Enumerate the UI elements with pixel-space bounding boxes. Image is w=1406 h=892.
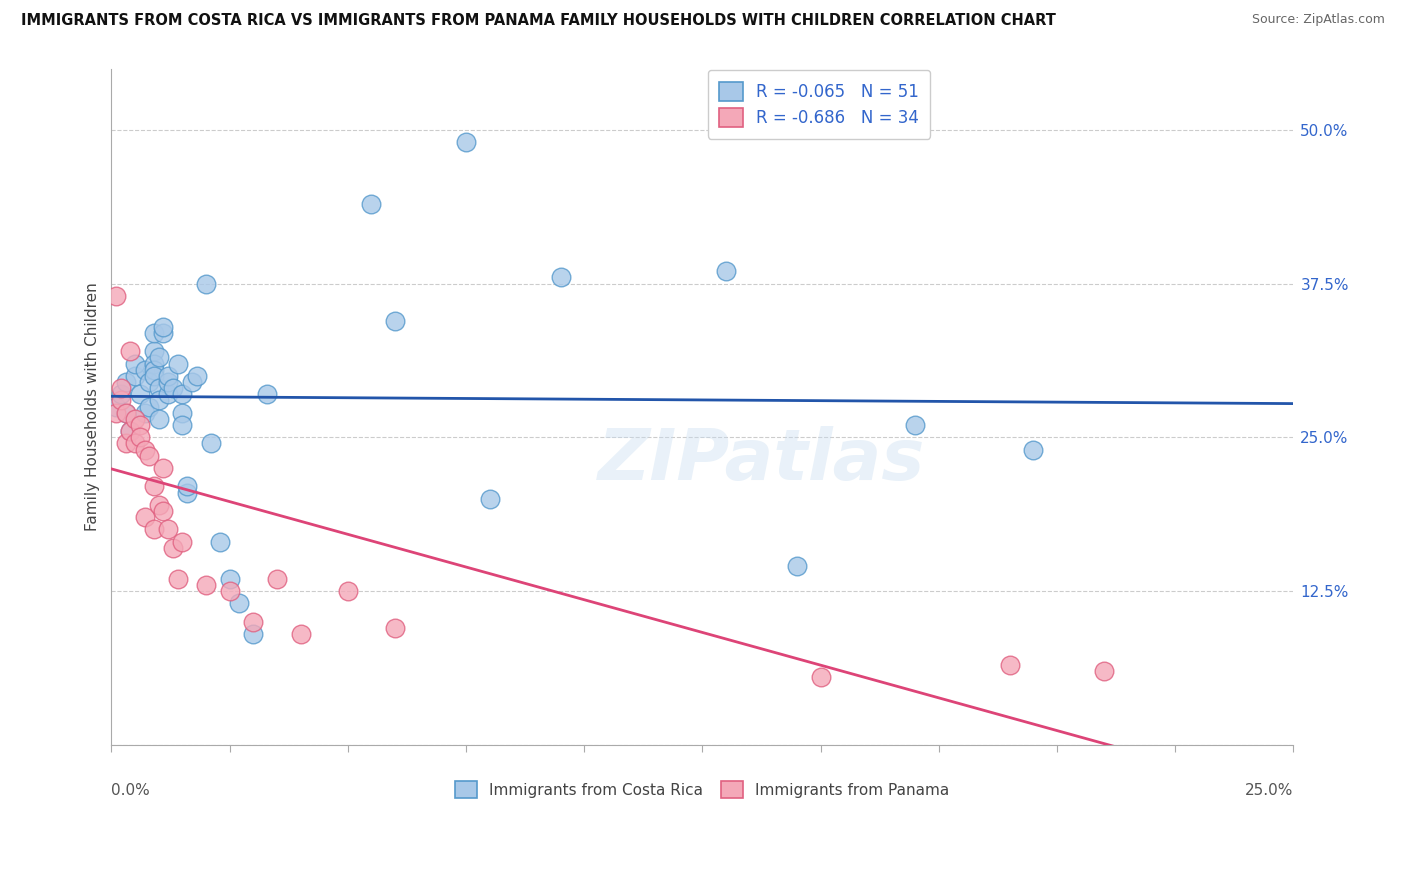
- Point: [152, 326, 174, 340]
- Point: [200, 436, 222, 450]
- Point: [998, 657, 1021, 672]
- Point: [138, 449, 160, 463]
- Point: [114, 406, 136, 420]
- Point: [209, 534, 232, 549]
- Point: [124, 357, 146, 371]
- Point: [110, 393, 132, 408]
- Point: [194, 578, 217, 592]
- Point: [148, 393, 170, 408]
- Point: [172, 387, 194, 401]
- Point: [228, 596, 250, 610]
- Point: [550, 270, 572, 285]
- Point: [128, 430, 150, 444]
- Point: [242, 627, 264, 641]
- Point: [166, 357, 188, 371]
- Point: [152, 461, 174, 475]
- Point: [714, 264, 737, 278]
- Point: [157, 368, 180, 383]
- Point: [157, 523, 180, 537]
- Point: [810, 670, 832, 684]
- Point: [105, 400, 128, 414]
- Point: [360, 196, 382, 211]
- Point: [176, 479, 198, 493]
- Point: [143, 479, 166, 493]
- Point: [176, 485, 198, 500]
- Point: [172, 534, 194, 549]
- Point: [786, 559, 808, 574]
- Point: [138, 375, 160, 389]
- Point: [128, 387, 150, 401]
- Point: [120, 344, 142, 359]
- Text: Source: ZipAtlas.com: Source: ZipAtlas.com: [1251, 13, 1385, 27]
- Point: [128, 417, 150, 432]
- Point: [152, 319, 174, 334]
- Point: [120, 424, 142, 438]
- Y-axis label: Family Households with Children: Family Households with Children: [86, 282, 100, 531]
- Point: [1092, 664, 1115, 678]
- Text: IMMIGRANTS FROM COSTA RICA VS IMMIGRANTS FROM PANAMA FAMILY HOUSEHOLDS WITH CHIL: IMMIGRANTS FROM COSTA RICA VS IMMIGRANTS…: [21, 13, 1056, 29]
- Point: [110, 381, 132, 395]
- Point: [105, 406, 128, 420]
- Text: 25.0%: 25.0%: [1244, 783, 1294, 798]
- Point: [186, 368, 208, 383]
- Point: [180, 375, 202, 389]
- Point: [124, 436, 146, 450]
- Point: [148, 351, 170, 365]
- Point: [134, 406, 156, 420]
- Text: 0.0%: 0.0%: [111, 783, 150, 798]
- Point: [218, 572, 240, 586]
- Legend: Immigrants from Costa Rica, Immigrants from Panama: Immigrants from Costa Rica, Immigrants f…: [450, 774, 956, 805]
- Point: [114, 375, 136, 389]
- Point: [172, 417, 194, 432]
- Point: [242, 615, 264, 629]
- Point: [218, 583, 240, 598]
- Point: [143, 326, 166, 340]
- Point: [148, 381, 170, 395]
- Point: [454, 135, 477, 149]
- Point: [143, 357, 166, 371]
- Point: [143, 368, 166, 383]
- Point: [134, 442, 156, 457]
- Point: [256, 387, 278, 401]
- Point: [172, 406, 194, 420]
- Point: [166, 572, 188, 586]
- Point: [148, 412, 170, 426]
- Point: [152, 504, 174, 518]
- Point: [120, 424, 142, 438]
- Point: [134, 510, 156, 524]
- Point: [148, 498, 170, 512]
- Point: [138, 400, 160, 414]
- Point: [162, 541, 184, 555]
- Point: [904, 417, 927, 432]
- Point: [157, 387, 180, 401]
- Point: [290, 627, 312, 641]
- Point: [143, 344, 166, 359]
- Point: [134, 362, 156, 376]
- Point: [478, 491, 501, 506]
- Point: [124, 412, 146, 426]
- Point: [124, 368, 146, 383]
- Point: [143, 362, 166, 376]
- Point: [384, 313, 406, 327]
- Point: [266, 572, 288, 586]
- Point: [336, 583, 359, 598]
- Point: [1022, 442, 1045, 457]
- Point: [143, 523, 166, 537]
- Point: [114, 406, 136, 420]
- Point: [194, 277, 217, 291]
- Point: [162, 381, 184, 395]
- Point: [110, 387, 132, 401]
- Point: [114, 436, 136, 450]
- Point: [157, 375, 180, 389]
- Point: [105, 289, 128, 303]
- Point: [384, 621, 406, 635]
- Text: ZIPatlas: ZIPatlas: [598, 426, 925, 495]
